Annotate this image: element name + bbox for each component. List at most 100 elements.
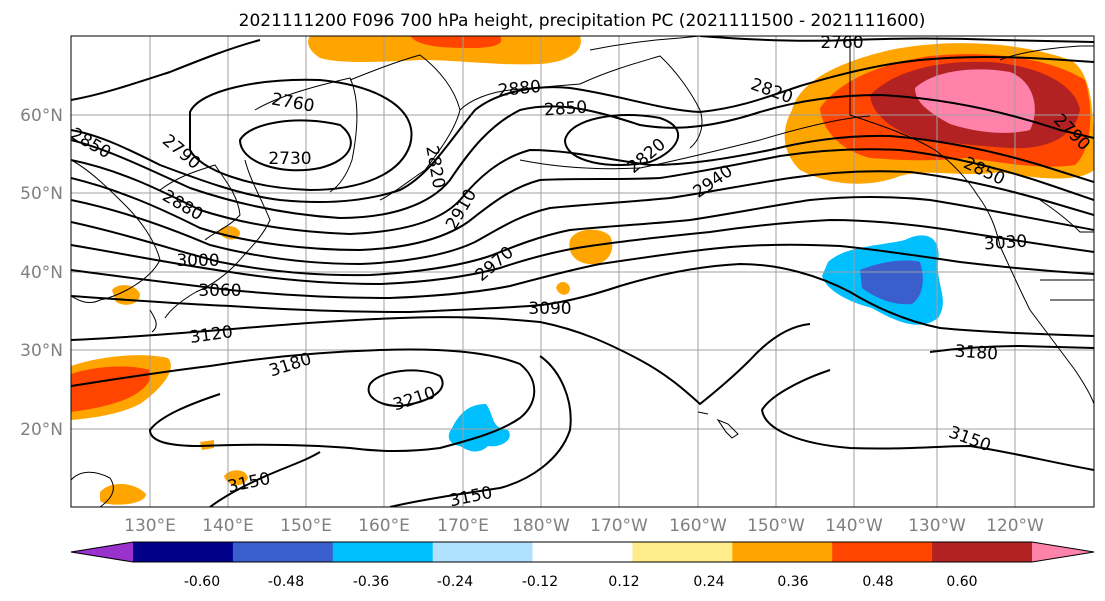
colorbar-segment (232, 542, 334, 562)
colorbar-segment (932, 542, 1033, 562)
contour-e (71, 148, 1094, 252)
contour-h (71, 218, 1094, 286)
colorbar-outline (70, 541, 1095, 563)
contour-label: 3120 (188, 322, 234, 348)
contour-c (71, 93, 1094, 220)
contour-label: 2880 (497, 77, 542, 101)
colorbar-tick-label: -0.60 (184, 574, 220, 590)
longitude-label: 120°W (986, 516, 1044, 536)
latitude-axis: 60°N 50°N 40°N 30°N 20°N (20, 106, 63, 440)
longitude-label: 130°E (124, 516, 176, 536)
precip-neg-south (448, 404, 510, 452)
precip-patch-1 (569, 229, 613, 265)
colorbar-segment (432, 542, 534, 562)
contour-2850-cell (563, 113, 680, 167)
latitude-label: 40°N (20, 263, 63, 283)
colorbar-segment (832, 542, 933, 562)
colorbar-tick-label: -0.12 (522, 574, 558, 590)
contour-d (71, 134, 1094, 236)
longitude-axis: 130°E 140°E 150°E 160°E 170°E 180°W 170°… (124, 516, 1044, 536)
contour-label: 2850 (67, 124, 114, 163)
precip-north-orange (308, 36, 581, 65)
colorbar-segment (332, 542, 434, 562)
latitude-label: 50°N (20, 184, 63, 204)
longitude-label: 150°W (747, 516, 805, 536)
contour-label: 2940 (690, 161, 737, 202)
precip-north-red (410, 36, 502, 48)
contour-k (71, 316, 811, 406)
height-contours (71, 36, 1094, 507)
precip-alaska-pink (915, 69, 1035, 133)
longitude-label: 180°W (512, 516, 570, 536)
contour-3210 (367, 369, 444, 408)
precip-patch-3 (218, 226, 240, 240)
contour-f (71, 170, 1094, 266)
contour-label: 2820 (748, 75, 795, 109)
contour-2730 (238, 119, 352, 172)
map-title: 2021111200 F096 700 hPa height, precipit… (239, 11, 926, 31)
longitude-label: 170°W (590, 516, 648, 536)
contour-g (71, 196, 1094, 277)
longitude-label: 170°E (437, 516, 489, 536)
contour-label: 3090 (528, 299, 571, 319)
contour-label: 2820 (421, 144, 448, 190)
colorbar-ticks: -0.60 -0.48 -0.36 -0.24 -0.12 0.12 0.24 … (184, 574, 978, 590)
colorbar-tick-label: -0.36 (353, 574, 389, 590)
graticule (71, 36, 1094, 507)
contour-label: 2760 (270, 89, 316, 116)
contour-2760-west (189, 78, 413, 192)
contour-label: 2850 (543, 98, 588, 121)
longitude-label: 140°W (825, 516, 883, 536)
contour-b (71, 55, 1094, 203)
colorbar-segment (133, 542, 234, 562)
precip-patch-6 (224, 470, 248, 486)
contour-label: 3180 (954, 342, 999, 365)
contour-label: 2760 (820, 33, 863, 53)
colorbar-tick-label: 0.12 (608, 574, 639, 590)
longitude-label: 150°E (280, 516, 332, 536)
contour-label: 3030 (983, 232, 1028, 255)
contour-label: 3150 (946, 423, 993, 457)
contour-m (209, 451, 321, 507)
contour-2760-east (699, 36, 1094, 43)
precip-patch-7 (100, 483, 146, 505)
contour-label: 3180 (267, 349, 314, 381)
longitude-label: 140°E (202, 516, 254, 536)
colorbar: -0.60 -0.48 -0.36 -0.24 -0.12 0.12 0.24 … (70, 541, 1095, 590)
colorbar-segments (70, 541, 1095, 563)
contour-i (71, 243, 1094, 300)
contour-n (389, 355, 572, 507)
colorbar-segment (632, 542, 733, 562)
colorbar-tick-label: -0.48 (268, 574, 304, 590)
contour-label: 3000 (176, 251, 219, 271)
latitude-label: 20°N (20, 420, 63, 440)
colorbar-segment (71, 542, 133, 562)
map-frame (70, 35, 1095, 508)
contour-label: 3210 (391, 383, 438, 415)
colorbar-tick-label: -0.24 (437, 574, 473, 590)
contour-l (71, 348, 536, 452)
contour-a (71, 39, 261, 101)
contour-o (929, 344, 1094, 353)
map-area (71, 36, 1094, 507)
colorbar-tick-label: 0.48 (862, 574, 893, 590)
colorbar-segment (532, 542, 633, 562)
longitude-label: 160°E (358, 516, 410, 536)
colorbar-tick-label: 0.60 (946, 574, 977, 590)
precip-neg-blue (860, 260, 923, 305)
colorbar-segment (732, 542, 833, 562)
contour-label: 2730 (268, 149, 311, 169)
contour-p (760, 369, 1094, 471)
colorbar-segment (1032, 542, 1094, 562)
precip-west-red (71, 366, 151, 412)
contour-j (71, 262, 1094, 337)
latitude-label: 30°N (20, 341, 63, 361)
contour-label: 3060 (198, 281, 241, 301)
colorbar-tick-label: 0.36 (777, 574, 808, 590)
longitude-label: 130°W (908, 516, 966, 536)
precip-patch-2 (556, 282, 570, 295)
latitude-label: 60°N (20, 106, 63, 126)
colorbar-tick-label: 0.24 (693, 574, 724, 590)
longitude-label: 160°W (669, 516, 727, 536)
